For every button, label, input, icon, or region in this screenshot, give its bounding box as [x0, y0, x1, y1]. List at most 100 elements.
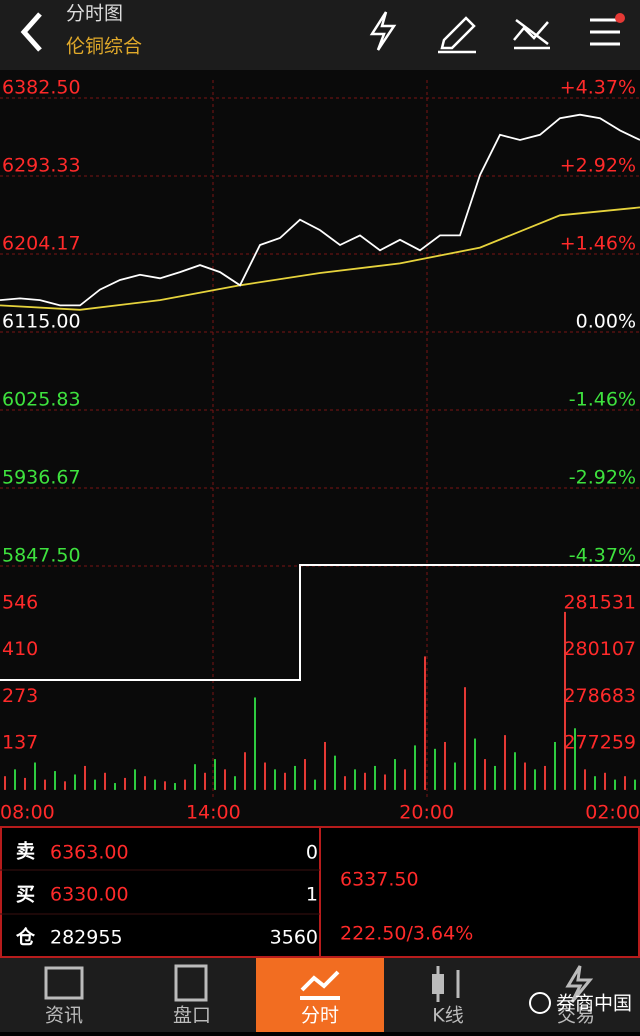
- volume-bar: [154, 779, 156, 790]
- price-line: [0, 113, 640, 307]
- volume-bar: [484, 759, 486, 790]
- volume-bar: [634, 779, 636, 790]
- active-tab: [256, 958, 384, 1032]
- volume-bar: [44, 779, 46, 790]
- volume-bar: [414, 745, 416, 790]
- buy-label: 买: [16, 884, 35, 906]
- volume-bar: [274, 769, 276, 790]
- volume-bar: [264, 762, 266, 790]
- volume-bar: [54, 771, 56, 790]
- buy-qty: 1: [306, 884, 318, 906]
- tab-label[interactable]: 分时: [301, 1005, 339, 1027]
- volume-tick-label: 273: [2, 685, 38, 707]
- volume-bar: [144, 776, 146, 790]
- volume-bar: [534, 769, 536, 790]
- sell-label: 卖: [16, 841, 35, 863]
- avg-line: [0, 206, 640, 311]
- volume-bar: [174, 783, 176, 790]
- volume-bar: [224, 769, 226, 790]
- volume-bar: [84, 765, 86, 790]
- price-tick-label: 6025.83: [2, 389, 81, 411]
- volume-bar: [374, 765, 376, 790]
- header: 分时图 伦铜综合: [0, 0, 640, 70]
- volume-bar: [624, 776, 626, 790]
- volume-bar: [344, 776, 346, 790]
- time-label: 08:00: [0, 802, 55, 824]
- volume-tick-label: 137: [2, 732, 38, 754]
- volume-bar: [434, 748, 436, 790]
- pos-change: 3560: [270, 927, 318, 949]
- back-button[interactable]: [20, 12, 42, 52]
- flash-icon[interactable]: [369, 11, 397, 51]
- volume-bar: [104, 772, 106, 790]
- quote: 卖 6363.00 0 买 6330.00 1 仓 282955 3560 63…: [0, 826, 640, 958]
- last-price: 6337.50: [340, 869, 419, 891]
- tab-label[interactable]: 交易: [557, 1005, 595, 1027]
- volume-bar: [594, 776, 596, 790]
- volume-bar: [584, 769, 586, 790]
- volume-bar: [64, 781, 66, 790]
- volume-bar: [564, 611, 566, 790]
- volume-bar: [314, 779, 316, 790]
- oi-tick-label: 277259: [563, 732, 636, 754]
- pct-tick-label: +2.92%: [560, 155, 636, 177]
- tab-bar: 资讯 盘口 分时 K线 交易 券商中国: [0, 958, 640, 1032]
- pct-tick-label: -2.92%: [569, 466, 636, 488]
- menu-icon[interactable]: [590, 18, 620, 46]
- volume-tick-label: 546: [2, 592, 38, 614]
- volume-bar: [494, 765, 496, 790]
- volume-bar: [234, 776, 236, 790]
- volume-tick-label: 410: [2, 638, 38, 660]
- volume-bar: [524, 762, 526, 790]
- watermark-icon: [529, 992, 551, 1014]
- oi-tick-label: 280107: [563, 638, 636, 660]
- volume-bar: [334, 755, 336, 790]
- volume-bar: [4, 776, 6, 790]
- oi-tick-label: 281531: [563, 592, 636, 614]
- kline-body: [432, 974, 444, 994]
- volume-bar: [404, 769, 406, 790]
- volume-bar: [324, 741, 326, 790]
- volume-bar: [134, 769, 136, 790]
- volume-bar: [294, 765, 296, 790]
- pct-tick-label: +1.46%: [560, 232, 636, 254]
- change: 222.50/3.64%: [340, 923, 473, 945]
- pct-tick-label: +4.37%: [560, 77, 636, 99]
- volume-bar: [194, 764, 196, 790]
- tab-label[interactable]: 资讯: [45, 1005, 83, 1027]
- volume-bar: [244, 752, 246, 790]
- price-tick-label: 6204.17: [2, 232, 81, 254]
- volume-bar: [464, 687, 466, 790]
- pct-tick-label: -4.37%: [569, 545, 636, 567]
- price-box: [319, 826, 640, 958]
- volume-bar: [14, 769, 16, 790]
- price-tick-label: 5936.67: [2, 466, 81, 488]
- volume-bar: [364, 772, 366, 790]
- indicator-icon[interactable]: [513, 19, 550, 50]
- oi-line: [0, 564, 640, 681]
- quote-panel: 卖 6363.00 0 买 6330.00 1 仓 282955 3560 63…: [0, 826, 640, 958]
- volume-bar: [114, 783, 116, 790]
- tab-label[interactable]: K线: [432, 1005, 463, 1027]
- badge: [615, 13, 625, 23]
- volume-bar: [424, 656, 426, 790]
- price-tick-label: 6382.50: [2, 77, 81, 99]
- pct-tick-label: 0.00%: [576, 311, 636, 333]
- title: 分时图: [66, 3, 123, 25]
- draw-icon[interactable]: [440, 16, 476, 50]
- time-label: 14:00: [186, 802, 241, 824]
- price-tick-label: 5847.50: [2, 545, 81, 567]
- volume-bar: [164, 781, 166, 790]
- tab-label[interactable]: 盘口: [173, 1005, 211, 1027]
- volume-bar: [574, 728, 576, 790]
- pos-label: 仓: [15, 926, 36, 949]
- subtitle: 伦铜综合: [66, 36, 142, 58]
- buy-price: 6330.00: [50, 884, 129, 906]
- price-tick-label: 6293.33: [2, 155, 81, 177]
- volume-bar: [204, 772, 206, 790]
- oi-tick-label: 278683: [563, 685, 636, 707]
- volume-bar: [94, 779, 96, 790]
- chart-bg: [0, 70, 640, 826]
